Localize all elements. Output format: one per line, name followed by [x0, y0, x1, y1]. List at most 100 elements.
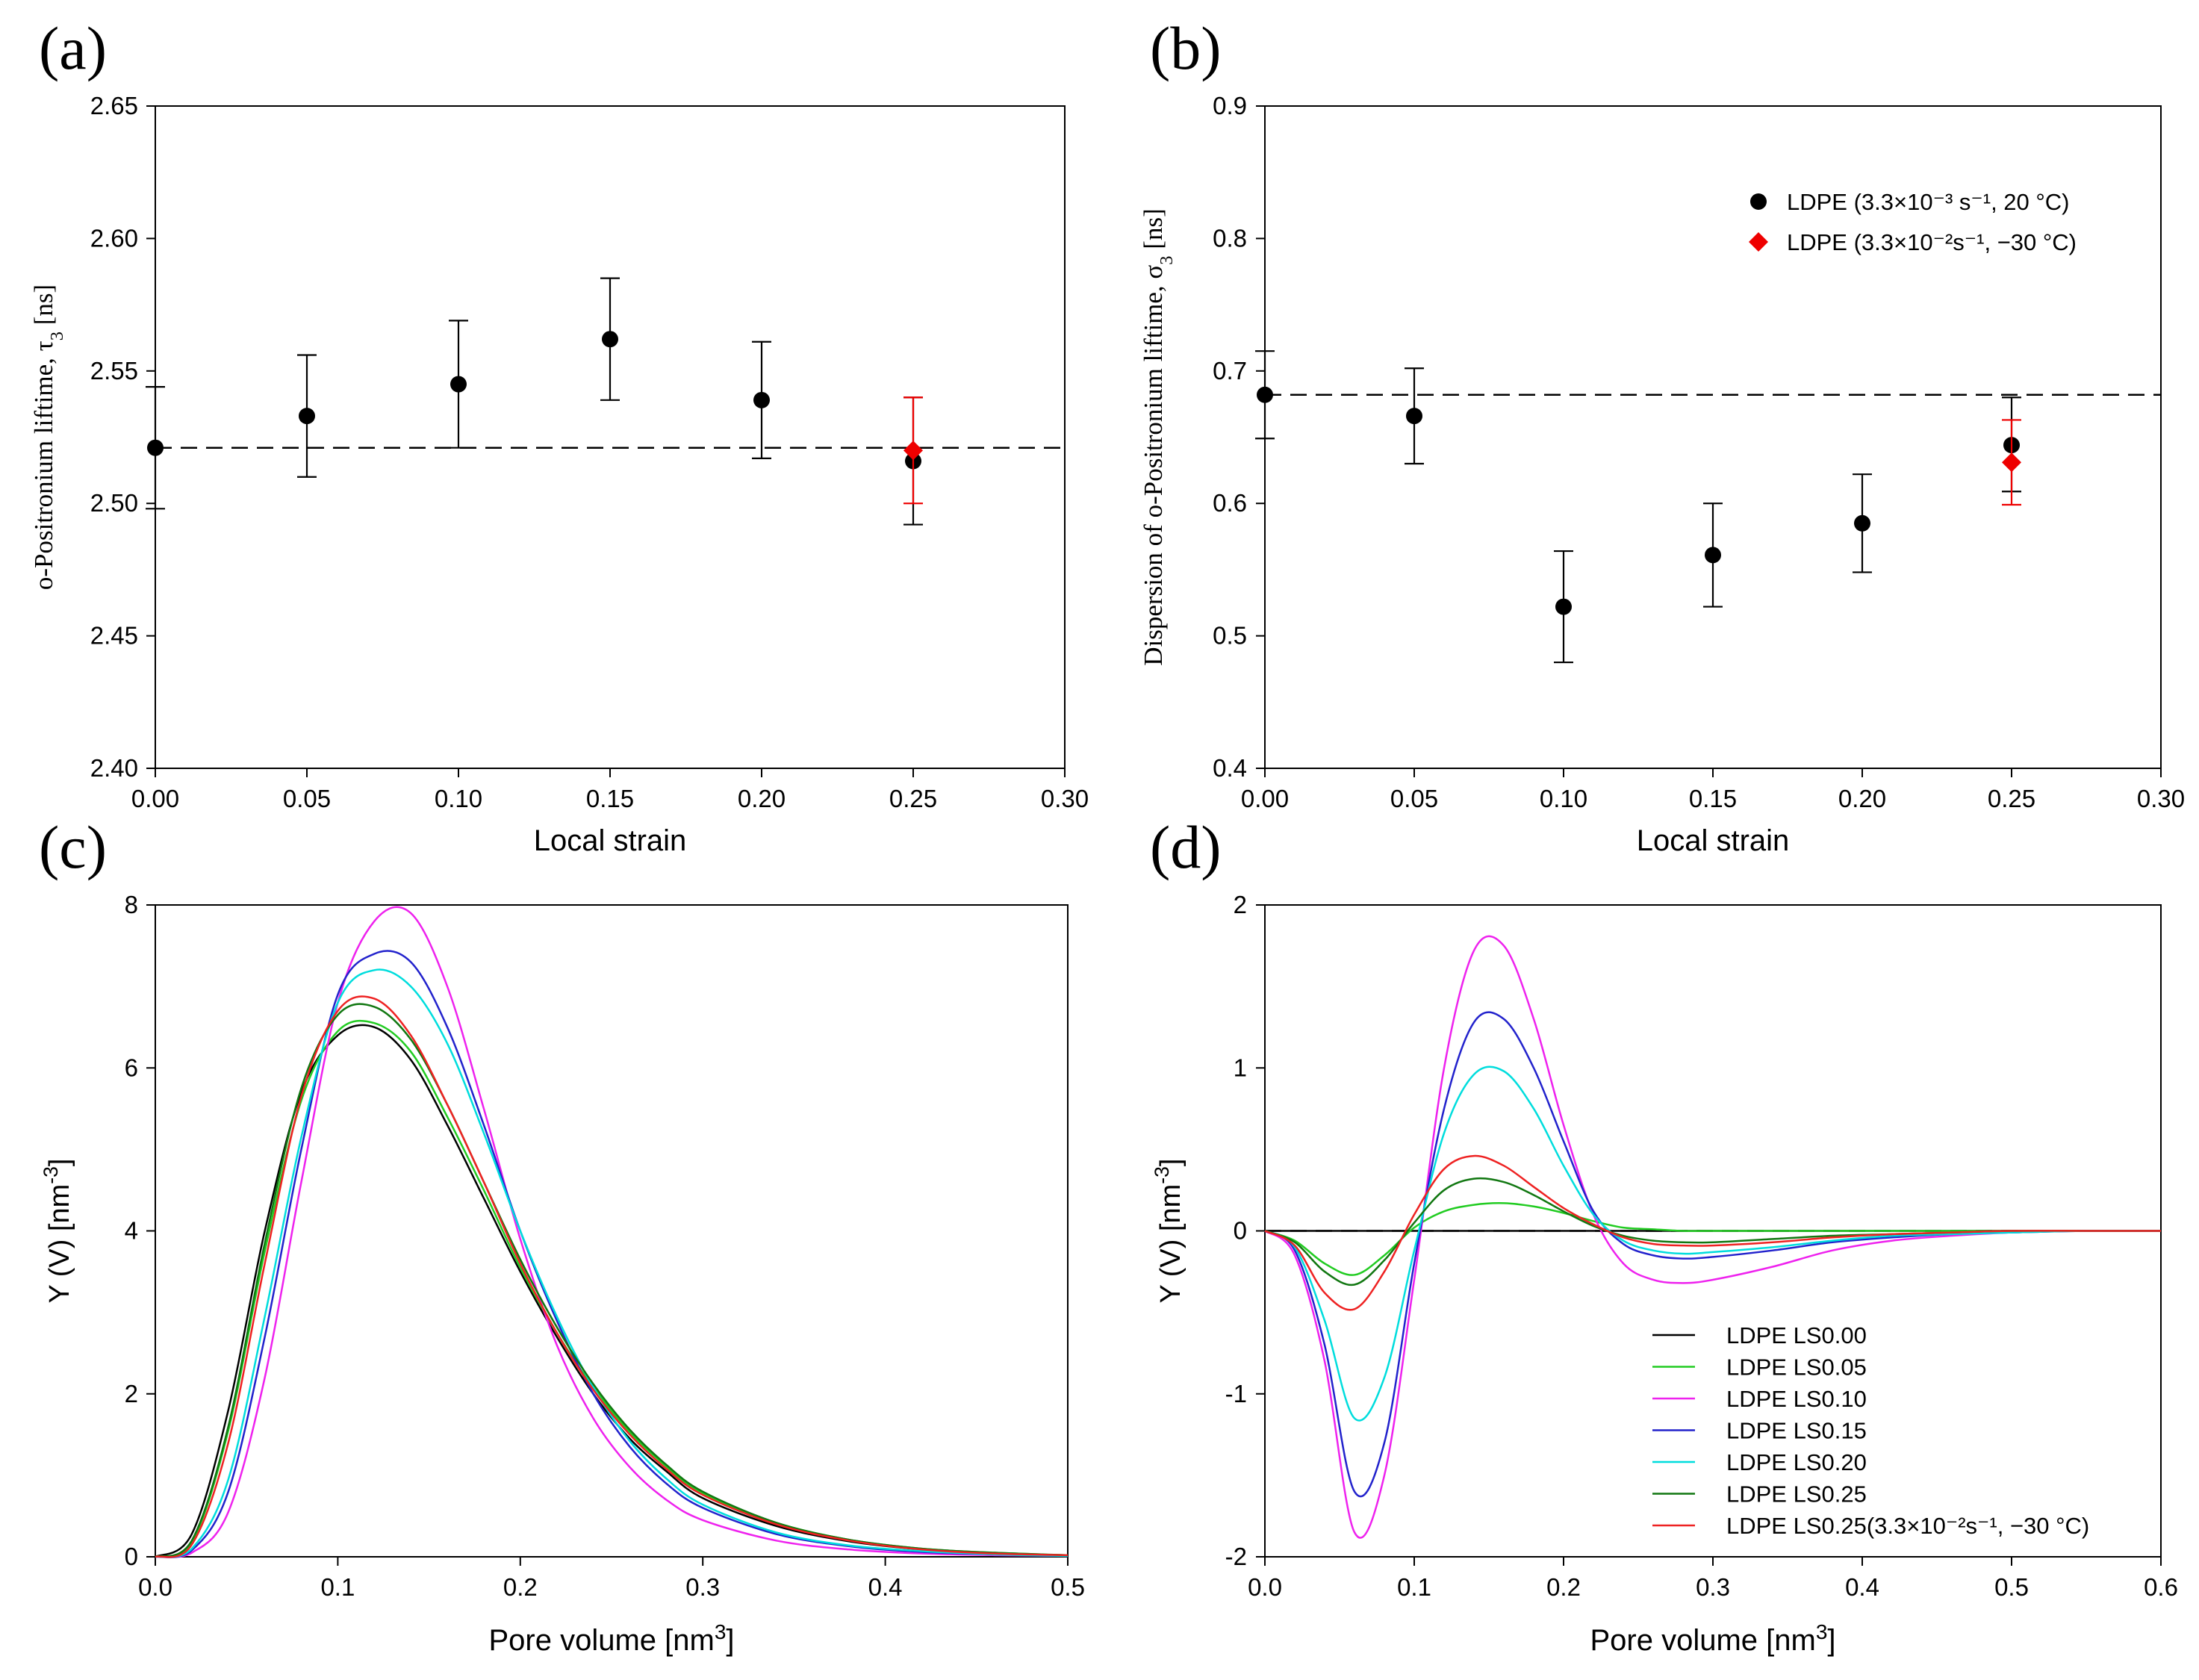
panel-letter-a: (a)	[39, 14, 107, 82]
data-point	[602, 331, 618, 348]
x-tick-label: 0.30	[2137, 785, 2185, 812]
legend-marker	[1749, 232, 1768, 252]
series-line-LDPE-LS0.25-3.3-10-s-30-C-	[1264, 1154, 2161, 1311]
y-tick-label: -2	[1225, 1543, 1247, 1570]
x-tick-label: 0.6	[2144, 1573, 2178, 1601]
legend: LDPE LS0.00 LDPE LS0.05 LDPE LS0.10 LDPE LS…	[1652, 1322, 2089, 1539]
x-tick-label: 0.05	[283, 785, 331, 812]
x-tick-label: 0.25	[1988, 785, 2035, 812]
x-tick-label: 0.30	[1041, 785, 1089, 812]
x-tick-label: 0.5	[1994, 1573, 2029, 1601]
legend-marker	[1750, 193, 1767, 210]
x-tick-label: 0.4	[868, 1573, 903, 1601]
x-tick-label: 0.00	[1241, 785, 1289, 812]
chart-a: 0.00 0.05 0.10 0.15 0.20 0.25 0.30 2.40 2.45 2.50…	[29, 92, 1089, 857]
y-tick-label: 0	[1234, 1217, 1247, 1245]
x-tick-label: 0.3	[685, 1573, 720, 1601]
x-tick-label: 0.25	[889, 785, 937, 812]
data-point	[753, 391, 770, 408]
y-tick-label: 2.60	[90, 224, 138, 252]
data-point	[1705, 547, 1721, 564]
y-axis-label: o-Positronium liftime, τ3 [ns]	[29, 284, 67, 590]
legend-label: LDPE LS0.10	[1726, 1386, 1867, 1412]
data-point-diamond	[903, 441, 923, 461]
chart-b: 0.00 0.05 0.10 0.15 0.20 0.25 0.30 0.4 0.5 0.6 0.7…	[1139, 92, 2185, 857]
x-tick-label: 0.4	[1845, 1573, 1879, 1601]
y-tick-label: 2.50	[90, 489, 138, 517]
x-tick-label: 0.0	[1248, 1573, 1282, 1601]
y-tick-label: 0.8	[1213, 224, 1247, 252]
x-tick-label: 0.15	[586, 785, 634, 812]
series-ldpe-minus30C	[903, 396, 923, 505]
y-tick-label: 2.55	[90, 357, 138, 385]
y-axis-label: Y (V) [nm-3]	[1151, 1159, 1186, 1304]
legend-label: LDPE LS0.25(3.3×10⁻²s⁻¹, −30 °C)	[1726, 1513, 2089, 1539]
series-line-LDPE-LS0.15	[1264, 1011, 2162, 1498]
data-point	[1257, 386, 1273, 403]
y-tick-label: 8	[125, 891, 138, 918]
x-tick-label: 0.10	[435, 785, 482, 812]
data-point-diamond	[2002, 452, 2021, 473]
x-tick-label: 0.3	[1696, 1573, 1730, 1601]
y-tick-label: 2	[1234, 891, 1247, 918]
data-point	[299, 408, 315, 425]
y-tick-label: 2.40	[90, 754, 138, 782]
series-line-LDPE-LS0.25	[155, 1003, 1069, 1558]
data-point	[450, 376, 467, 393]
x-tick-label: 0.15	[1689, 785, 1737, 812]
y-tick-label: -1	[1225, 1380, 1247, 1407]
data-point	[147, 439, 164, 456]
legend: LDPE (3.3×10⁻³ s⁻¹, 20 °C) LDPE (3.3×10⁻²…	[1749, 189, 2077, 255]
y-tick-label: 0.7	[1213, 357, 1247, 385]
x-tick-label: 0.20	[738, 785, 786, 812]
legend-label: LDPE LS0.00	[1726, 1322, 1867, 1348]
series-line-LDPE-LS0.15	[155, 950, 1069, 1558]
y-tick-label: 0.9	[1213, 92, 1247, 119]
series-ldpe-20C	[146, 277, 923, 526]
series-line-LDPE-LS0.05	[155, 1019, 1069, 1558]
series-line-LDPE-LS0.00	[155, 1024, 1069, 1558]
x-tick-label: 0.1	[1397, 1573, 1431, 1601]
legend-label: LDPE LS0.05	[1726, 1354, 1867, 1381]
y-tick-label: 2.45	[90, 622, 138, 650]
panel-letter-c: (c)	[39, 813, 107, 881]
y-tick-label: 0.4	[1213, 754, 1247, 782]
legend-label: LDPE LS0.15	[1726, 1418, 1867, 1444]
panel-letter-b: (b)	[1150, 14, 1222, 82]
series-line-LDPE-LS0.10	[1264, 935, 2162, 1539]
x-axis-label: Pore volume [nm3]	[1590, 1620, 1835, 1658]
y-tick-label: 6	[125, 1054, 138, 1081]
series-line-LDPE-LS0.20	[1264, 1065, 2162, 1422]
x-axis-label: Pore volume [nm3]	[488, 1620, 734, 1658]
legend-label: LDPE LS0.25	[1726, 1481, 1867, 1508]
x-tick-label: 0.5	[1051, 1573, 1085, 1601]
y-tick-label: 2	[125, 1380, 138, 1407]
legend-label: LDPE (3.3×10⁻²s⁻¹, −30 °C)	[1787, 229, 2077, 255]
y-tick-label: 0	[125, 1543, 138, 1570]
series-line-LDPE-LS0.10	[155, 906, 1069, 1558]
series-line-LDPE-LS0.25-3.3-10-s-30-C-	[155, 995, 1069, 1558]
chart-d: 0.0 0.1 0.2 0.3 0.4 0.5 0.6 -2 -1 0 1 2 Pore volume …	[1151, 891, 2178, 1657]
plot-frame	[155, 105, 1066, 769]
x-axis-label: Local strain	[534, 824, 687, 857]
x-tick-label: 0.20	[1838, 785, 1886, 812]
series-ldpe-minus30C	[2002, 419, 2021, 506]
legend-label: LDPE LS0.20	[1726, 1449, 1867, 1475]
x-tick-label: 0.2	[503, 1573, 538, 1601]
data-point	[1854, 514, 1870, 532]
y-tick-label: 4	[125, 1217, 138, 1245]
y-tick-label: 0.6	[1213, 489, 1247, 517]
x-tick-label: 0.10	[1540, 785, 1587, 812]
legend-label: LDPE (3.3×10⁻³ s⁻¹, 20 °C)	[1787, 189, 2070, 215]
x-tick-label: 0.1	[320, 1573, 355, 1601]
x-tick-label: 0.00	[131, 785, 179, 812]
y-axis-label: Y (V) [nm-3]	[40, 1159, 75, 1304]
y-tick-label: 1	[1234, 1054, 1247, 1081]
x-tick-label: 0.0	[138, 1573, 172, 1601]
y-axis-label: Dispersion of o-Positronium liftime, σ3 …	[1139, 208, 1177, 665]
series-line-LDPE-LS0.05	[1264, 1202, 2161, 1276]
series-ldpe-20C	[1255, 350, 2021, 664]
y-tick-label: 2.65	[90, 92, 138, 119]
series-line-LDPE-LS0.20	[155, 968, 1069, 1558]
